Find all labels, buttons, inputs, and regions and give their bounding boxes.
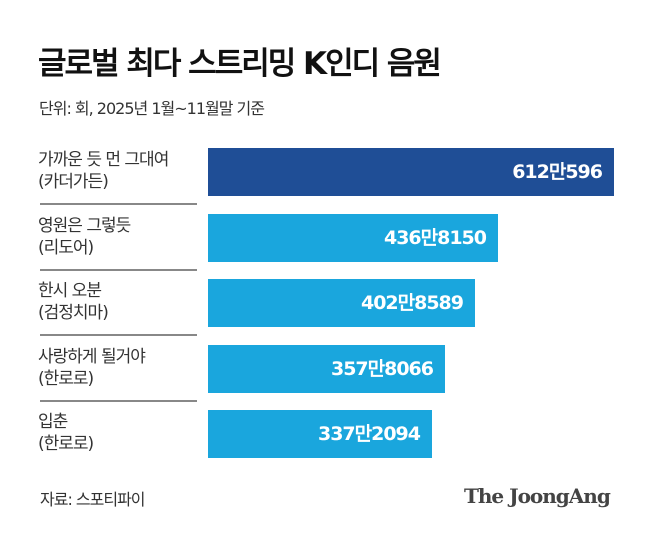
artist-name: (한로로)	[38, 434, 94, 454]
artist-name: (리도어)	[38, 238, 94, 258]
bar: 402만8589	[208, 279, 475, 327]
category-label: 가까운 듯 먼 그대여 (카더가든)	[38, 149, 169, 193]
data-label: 612만596	[512, 161, 603, 183]
category-label: 영원은 그렇듯 (리도어)	[38, 215, 131, 259]
song-title: 사랑하게 될거야	[38, 347, 146, 367]
source-note: 자료: 스포티파이	[40, 490, 146, 509]
row-divider	[40, 334, 197, 336]
bar: 612만596	[208, 148, 614, 196]
category-label: 한시 오분 (검정치마)	[38, 280, 109, 324]
category-label: 사랑하게 될거야 (한로로)	[38, 346, 146, 390]
artist-name: (카더가든)	[38, 172, 109, 192]
data-label: 402만8589	[360, 292, 464, 314]
data-label: 337만2094	[317, 423, 421, 445]
bar: 436만8150	[208, 214, 498, 262]
artist-name: (검정치마)	[38, 303, 109, 323]
artist-name: (한로로)	[38, 369, 94, 389]
bar: 337만2094	[208, 410, 432, 458]
song-title: 가까운 듯 먼 그대여	[38, 150, 169, 170]
song-title: 한시 오분	[38, 281, 102, 301]
bar: 357만8066	[208, 345, 445, 393]
publisher-logo: The JoongAng	[464, 484, 611, 508]
data-label: 357만8066	[330, 358, 434, 380]
row-divider	[40, 400, 197, 402]
data-label: 436만8150	[383, 227, 487, 249]
chart-subtitle: 단위: 회, 2025년 1월~11월말 기준	[39, 99, 265, 118]
category-label: 입춘 (한로로)	[38, 411, 94, 455]
chart-title: 글로벌 최다 스트리밍 K인디 음원	[38, 46, 442, 82]
row-divider	[40, 269, 197, 271]
row-divider	[40, 203, 197, 205]
song-title: 입춘	[38, 412, 68, 432]
song-title: 영원은 그렇듯	[38, 216, 131, 236]
